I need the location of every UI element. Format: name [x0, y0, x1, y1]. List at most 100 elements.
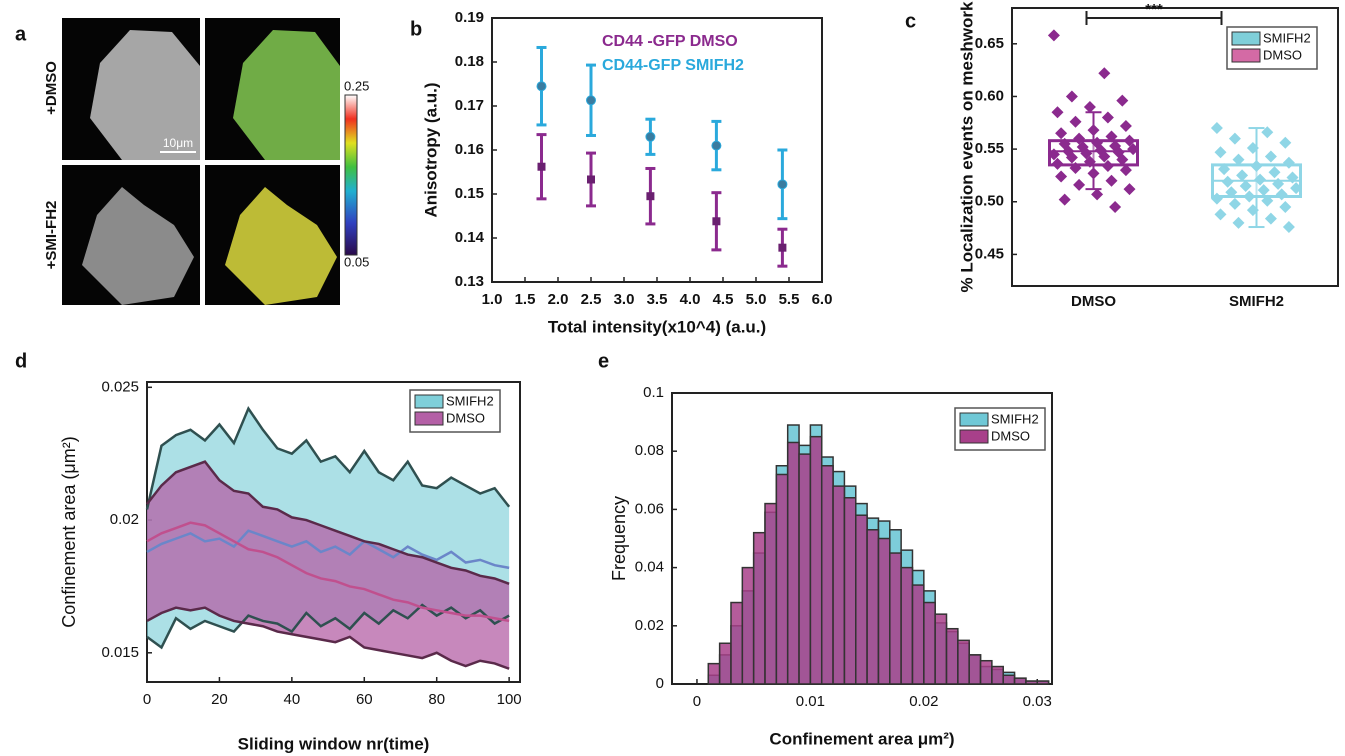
x-tick-label: 4.0	[680, 291, 701, 308]
point	[1080, 147, 1093, 160]
x-tick-label: 3.5	[647, 291, 668, 308]
y-axis-label: Frequency	[609, 496, 629, 581]
point	[646, 192, 655, 201]
point	[1261, 194, 1274, 207]
cell	[90, 30, 200, 160]
y-axis-label: % Localization events on meshwork	[957, 1, 976, 293]
y-tick-label: 0.18	[455, 53, 484, 70]
y-tick-label: 0.02	[635, 617, 664, 634]
bar	[923, 601, 936, 685]
legend-swatch	[959, 412, 989, 427]
point	[1264, 212, 1277, 225]
bar	[855, 514, 868, 685]
x-axis-label: Sliding window nr(time)	[238, 734, 430, 753]
x-tick-label: 0.02	[909, 693, 938, 710]
point	[1246, 204, 1259, 217]
point	[1109, 201, 1122, 214]
y-tick-label: 0.15	[455, 185, 484, 202]
scale-bar-label: 10μm	[163, 136, 193, 150]
bar	[786, 441, 800, 685]
point	[1232, 216, 1245, 229]
bar	[991, 665, 1004, 685]
y-tick-label: 0.08	[635, 442, 664, 459]
x-tick-label: 5.5	[779, 291, 800, 308]
point	[1083, 155, 1096, 168]
legend-label: CD44 -GFP DMSO	[602, 33, 738, 50]
bar	[911, 584, 925, 685]
point	[1261, 126, 1274, 139]
legend-label: DMSO	[991, 428, 1030, 443]
x-tick-label: 1.5	[515, 291, 536, 308]
legend-label: SMIFH2	[1263, 30, 1311, 45]
point	[1069, 162, 1082, 175]
point	[1214, 208, 1227, 221]
point	[1091, 188, 1104, 201]
x-tick-label: 0	[693, 693, 701, 710]
y-tick-label: 0.06	[635, 500, 664, 517]
point	[1119, 164, 1132, 177]
point	[1069, 115, 1082, 128]
legend-label: SMIFH2	[991, 411, 1039, 426]
legend-label: CD44-GFP SMIFH2	[602, 57, 744, 74]
point	[1228, 197, 1241, 210]
bar	[798, 453, 812, 685]
x-tick-label: 0.01	[796, 693, 825, 710]
bar	[957, 639, 970, 685]
bar	[1013, 677, 1027, 685]
legend-label: DMSO	[446, 410, 485, 425]
bar	[1002, 674, 1016, 685]
panel-label: b	[410, 18, 422, 40]
point	[1243, 190, 1256, 203]
point	[1087, 124, 1100, 137]
x-tick-label: 2.5	[581, 291, 602, 308]
band-edge	[145, 405, 511, 510]
x-axis-label: Total intensity(x10^4) (a.u.)	[548, 317, 766, 336]
legend-swatch	[959, 429, 989, 444]
point	[1246, 142, 1259, 155]
point	[1087, 167, 1100, 180]
bar	[707, 662, 721, 685]
point	[1101, 111, 1114, 124]
y-tick-label: 0.60	[975, 87, 1004, 104]
legend-swatch	[1231, 48, 1261, 63]
point	[1058, 193, 1071, 206]
cell	[82, 187, 194, 305]
y-tick-label: 0	[656, 675, 664, 692]
point	[1214, 146, 1227, 159]
point	[711, 140, 722, 151]
point	[1279, 201, 1292, 214]
bar	[934, 613, 948, 685]
panel-label: d	[15, 350, 27, 372]
point	[1272, 177, 1285, 190]
x-tick-label: 80	[428, 691, 445, 708]
x-tick-label: 100	[497, 691, 522, 708]
point	[1073, 132, 1086, 145]
legend-swatch	[414, 394, 444, 409]
point	[1098, 67, 1111, 80]
point	[1257, 184, 1270, 197]
band-edge	[146, 606, 510, 670]
x-tick-label: 3.0	[614, 291, 635, 308]
point	[777, 179, 788, 190]
point	[1127, 143, 1140, 156]
bar	[1025, 680, 1039, 685]
point	[1282, 221, 1295, 234]
bar	[775, 473, 789, 685]
point	[1254, 173, 1267, 186]
point	[1083, 100, 1096, 113]
point	[1105, 174, 1118, 187]
point	[1250, 159, 1263, 172]
point	[1232, 153, 1245, 166]
point	[587, 175, 595, 184]
point	[1065, 90, 1078, 103]
bar	[809, 435, 823, 685]
y-tick-label: 0.65	[975, 35, 1004, 52]
point	[1047, 29, 1060, 42]
band	[147, 461, 510, 669]
point	[1051, 157, 1064, 170]
point	[1290, 182, 1303, 195]
point	[1279, 136, 1292, 149]
y-tick-label: 0.45	[975, 245, 1004, 262]
legend-label: SMIFH2	[446, 393, 494, 408]
